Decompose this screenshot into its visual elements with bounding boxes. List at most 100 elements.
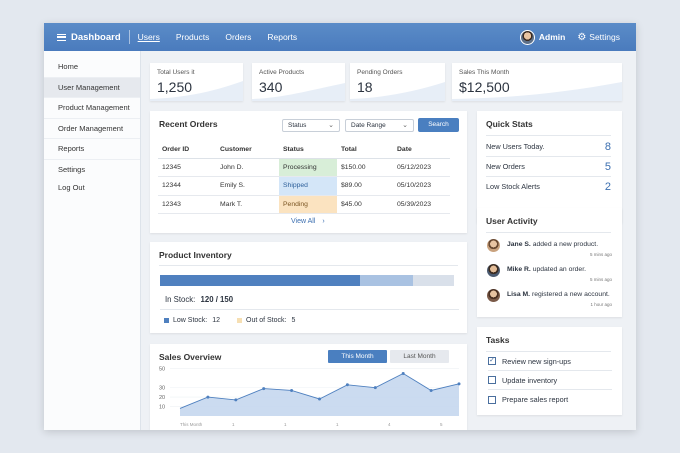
col-order-id[interactable]: Order ID	[158, 142, 216, 159]
view-all-link[interactable]: View All ›	[291, 218, 325, 225]
divider	[160, 309, 459, 310]
sidebar-item-reports[interactable]: Reports	[44, 139, 140, 160]
total: $150.00	[337, 158, 393, 177]
x-tick-label: 1	[232, 422, 235, 427]
stat-value: 1,250	[157, 79, 193, 95]
total: $89.00	[337, 176, 393, 196]
chevron-right-icon: ›	[322, 218, 325, 225]
stat-card-sales-this-month: Sales This Month $12,500	[452, 63, 622, 101]
quick-stats-card: Quick Stats New Users Today. 8 New Orders…	[477, 111, 622, 223]
chevron-down-icon: ⌄	[328, 122, 334, 129]
avatar	[487, 239, 500, 252]
order-id: 12345	[158, 158, 216, 177]
data-point	[457, 382, 461, 386]
date: 05/10/2023	[393, 176, 450, 196]
sidebar-item-product-management[interactable]: Product Management	[44, 98, 140, 119]
total: $45.00	[337, 195, 393, 214]
quick-stats-title: Quick Stats	[486, 119, 533, 129]
task-item[interactable]: Prepare sales report	[488, 390, 612, 409]
data-point	[206, 395, 210, 399]
table-row[interactable]: 12343 Mark T. Pending $45.00 05/39/2023	[158, 195, 450, 214]
data-point	[262, 387, 266, 391]
data-point	[234, 398, 238, 402]
inventory-title: Product Inventory	[159, 250, 232, 260]
sidebar-item-order-management[interactable]: Order Management	[44, 119, 140, 139]
divider	[486, 135, 611, 136]
table-row[interactable]: 12345 John D. Processing $150.00 05/12/2…	[158, 158, 450, 177]
dashboard-window: Dashboard Users Products Orders Reports …	[44, 23, 636, 430]
x-tick-label: 1	[336, 422, 339, 427]
legend-swatch	[164, 318, 169, 323]
quick-stat-low-stock[interactable]: Low Stock Alerts 2	[486, 177, 611, 197]
sidebar-item-user-management[interactable]: User Management	[44, 77, 140, 98]
stat-sparkline	[350, 82, 445, 101]
data-point	[318, 397, 321, 401]
sidebar-item-logout[interactable]: Log Out	[58, 183, 85, 192]
quick-stat-value: 5	[604, 161, 611, 173]
legend-swatch	[237, 318, 242, 323]
task-item[interactable]: ✓ Review new sign-ups	[488, 352, 612, 371]
quick-stat-label: New Orders	[486, 162, 525, 171]
data-point	[290, 388, 294, 392]
status-filter[interactable]: Status ⌄	[282, 119, 340, 132]
status-badge: Shipped	[279, 176, 337, 196]
tasks-title: Tasks	[486, 335, 510, 345]
stat-sparkline	[452, 82, 622, 101]
task-item[interactable]: Update inventory	[488, 371, 612, 390]
stat-value: 340	[259, 79, 283, 95]
tab-this-month[interactable]: This Month	[328, 350, 387, 363]
recent-orders-card: Recent Orders Status ⌄ Date Range ⌄ Search…	[150, 111, 467, 233]
customer: John D.	[216, 158, 279, 177]
in-stock-summary: In Stock: 120 / 150	[165, 295, 233, 304]
out-of-stock-label: Out of Stock:	[246, 317, 287, 324]
status-badge: Pending	[279, 195, 337, 214]
chevron-down-icon: ⌄	[402, 122, 408, 129]
settings-link[interactable]: Settings	[589, 32, 620, 42]
activity-action: updated an order.	[532, 266, 586, 273]
quick-stat-label: New Users Today.	[486, 142, 545, 151]
task-label: Update inventory	[502, 375, 558, 385]
col-total[interactable]: Total	[337, 142, 393, 159]
activity-text: Jane S. added a new product.	[507, 241, 598, 248]
recent-orders-title: Recent Orders	[159, 119, 218, 129]
brand[interactable]: Dashboard	[57, 32, 121, 43]
date-range-label: Date Range	[351, 122, 386, 129]
quick-stat-new-orders[interactable]: New Orders 5	[486, 157, 611, 177]
table-header-row: Order ID Customer Status Total Date	[158, 142, 450, 159]
col-customer[interactable]: Customer	[216, 142, 279, 159]
col-status[interactable]: Status	[279, 142, 337, 159]
divider	[486, 351, 611, 352]
nav-reports[interactable]: Reports	[267, 32, 298, 42]
date-range-filter[interactable]: Date Range ⌄	[345, 119, 414, 132]
out-of-stock-legend: Out of Stock: 5	[237, 317, 295, 324]
gear-icon[interactable]: ⚙	[577, 31, 587, 43]
menu-icon[interactable]	[57, 33, 66, 41]
date: 05/39/2023	[393, 195, 450, 214]
admin-name[interactable]: Admin	[538, 32, 566, 42]
quick-stat-new-users[interactable]: New Users Today. 8	[486, 137, 611, 157]
nav-divider	[128, 30, 130, 44]
nav-users[interactable]: Users	[137, 32, 160, 42]
checkbox[interactable]	[488, 395, 496, 404]
checkbox-checked[interactable]: ✓	[488, 357, 496, 365]
stat-label: Pending Orders	[357, 69, 403, 76]
stat-value: $12,500	[459, 79, 510, 95]
nav-orders[interactable]: Orders	[225, 32, 252, 42]
col-date[interactable]: Date	[393, 142, 450, 159]
tab-last-month[interactable]: Last Month	[390, 350, 449, 363]
activity-time: 1 hour ago	[590, 302, 612, 307]
table-row[interactable]: 12344 Emily S. Shipped $89.00 05/10/2023	[158, 176, 450, 196]
x-tick-label: 5	[440, 422, 443, 427]
avatar	[487, 264, 500, 277]
nav-products[interactable]: Products	[175, 32, 210, 42]
search-button[interactable]: Search	[418, 118, 459, 132]
stat-card-total-users: Total Users it 1,250	[150, 63, 243, 101]
sales-area	[180, 373, 459, 416]
x-tick-label: 4	[388, 422, 391, 427]
in-stock-value: 120 / 150	[200, 295, 234, 304]
checkbox[interactable]	[488, 376, 496, 384]
sidebar-item-home[interactable]: Home	[44, 57, 140, 78]
sidebar-item-settings[interactable]: Settings	[58, 164, 86, 174]
admin-avatar[interactable]	[519, 29, 535, 45]
stat-card-pending-orders: Pending Orders 18	[350, 63, 445, 101]
